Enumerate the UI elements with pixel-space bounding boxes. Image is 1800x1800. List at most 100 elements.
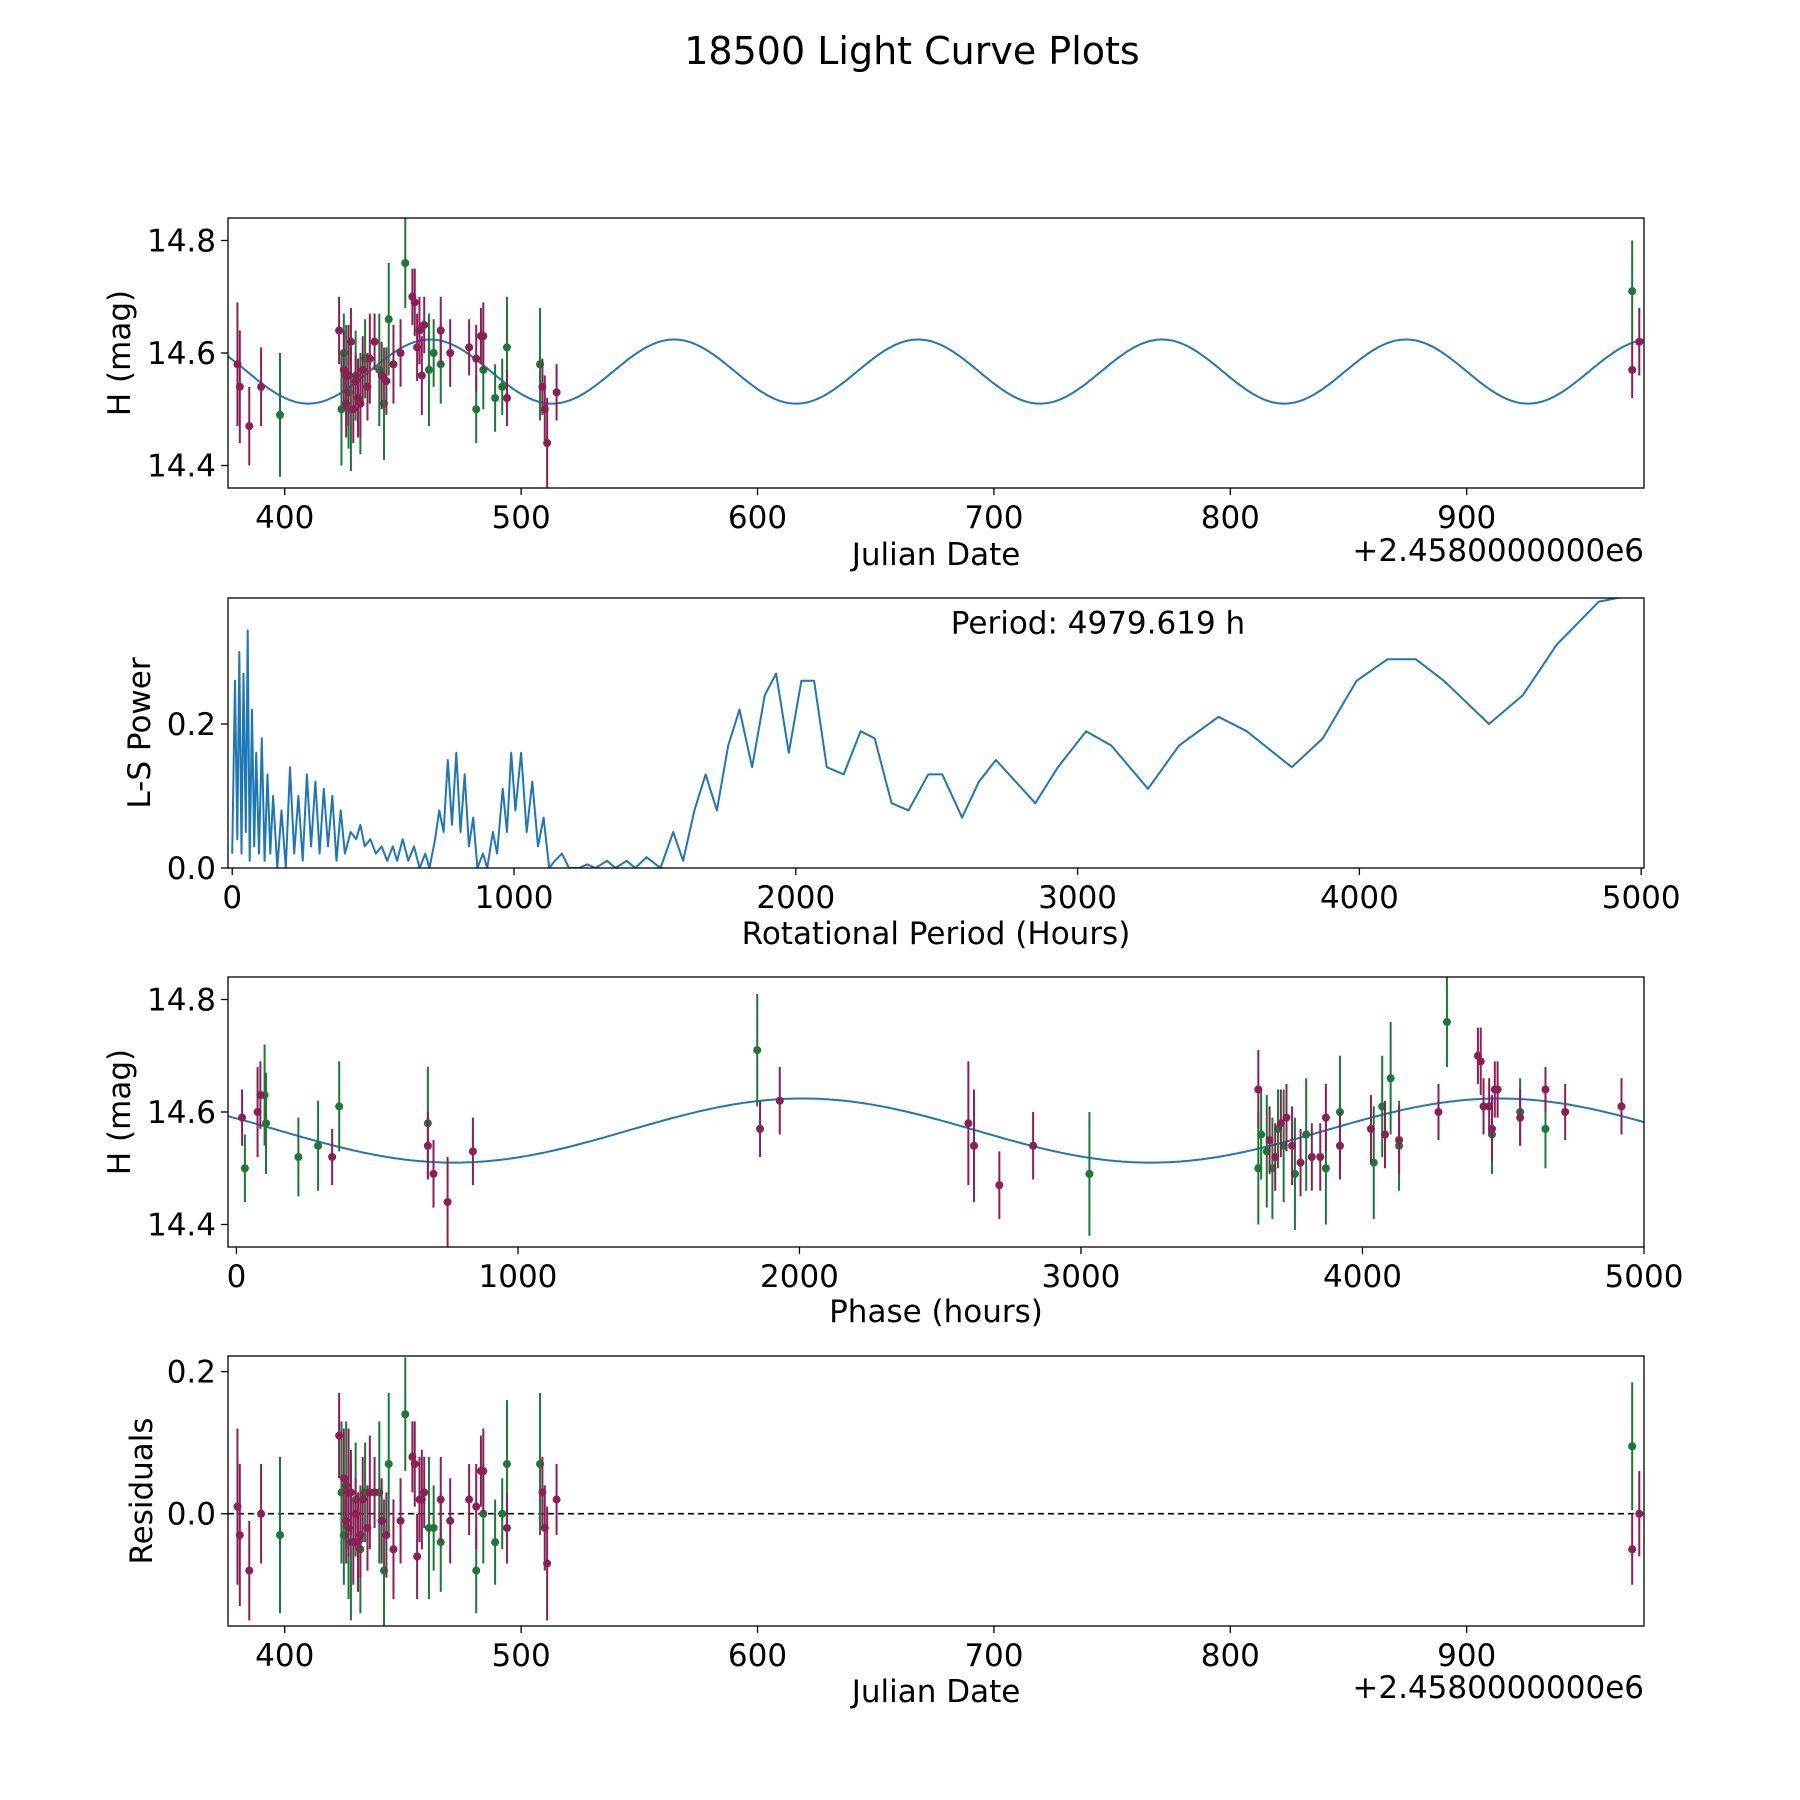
residuals-data-point xyxy=(429,1523,438,1532)
residuals-data-point xyxy=(420,1488,429,1497)
residuals-ticks: 400 500 600 700 800 900 0.0 0.2 xyxy=(167,1355,1497,1674)
lightcurve-ytick-label: 14.4 xyxy=(147,449,216,485)
figure-title: 18500 Light Curve Plots xyxy=(684,29,1139,73)
phased-data-point xyxy=(443,1198,452,1206)
residuals-xtick-label: 400 xyxy=(255,1638,314,1674)
residuals-axes-frame xyxy=(227,1355,1645,1627)
residuals-offset-label: +2.4580000000e6 xyxy=(1352,1670,1644,1706)
lightcurve-ytick-label: 14.6 xyxy=(147,336,216,372)
phased-data-point xyxy=(328,1153,337,1161)
lightcurve-ticks: 400 500 600 700 800 900 14.4 14.6 14.8 xyxy=(147,224,1496,537)
residuals-data-point xyxy=(479,1467,488,1476)
residuals-data-point xyxy=(245,1566,254,1575)
lightcurve-data-point xyxy=(479,332,488,341)
lightcurve-data-point xyxy=(465,343,474,352)
phased-data-point xyxy=(775,1096,784,1105)
periodogram-xtick-label: 0 xyxy=(222,880,242,916)
ls-power-line xyxy=(231,598,1623,868)
lightcurve-data-point xyxy=(491,394,500,402)
phased-data-point xyxy=(753,1046,762,1055)
lightcurve-data-point xyxy=(384,315,393,324)
phased-data-point xyxy=(429,1169,438,1178)
periodogram-ticks: 0 1000 2000 3000 4000 5000 0.0 0.2 xyxy=(167,707,1681,916)
periodogram-plot-area xyxy=(231,598,1623,868)
lightcurve-data-point xyxy=(429,349,438,357)
residuals-data-point xyxy=(436,1495,445,1504)
phased-xtick-label: 0 xyxy=(227,1259,247,1295)
lightcurve-data-point xyxy=(415,326,424,335)
residuals-data-point xyxy=(502,1460,511,1468)
period-annotation: Period: 4979.619 h xyxy=(951,606,1245,642)
phased-data-point xyxy=(1296,1158,1305,1167)
residuals-data-point xyxy=(413,1552,422,1561)
residuals-data-point xyxy=(382,1531,391,1540)
lightcurve-data-point xyxy=(257,382,266,391)
lightcurve-data-point xyxy=(235,382,244,391)
lightcurve-xtick-label: 700 xyxy=(964,500,1023,536)
phased-data-point xyxy=(1307,1153,1316,1161)
lightcurve-data-point xyxy=(472,354,481,363)
phased-ylabel: H (mag) xyxy=(102,1049,138,1175)
phased-data-point xyxy=(238,1113,247,1122)
phased-data-point xyxy=(1288,1141,1297,1150)
phased-data-point xyxy=(1029,1141,1038,1150)
phased-xtick-label: 4000 xyxy=(1323,1259,1402,1295)
residuals-data-point xyxy=(389,1545,398,1554)
residuals-data-point xyxy=(235,1531,244,1540)
phased-data-point xyxy=(1479,1102,1488,1111)
lightcurve-data-point xyxy=(410,298,419,307)
residuals-xtick-label: 500 xyxy=(492,1638,551,1674)
lightcurve-data-point xyxy=(365,354,374,363)
periodogram-xtick-label: 2000 xyxy=(756,880,835,916)
phased-ytick-label: 14.4 xyxy=(147,1208,216,1244)
phased-data-point xyxy=(1316,1153,1325,1161)
residuals-data-point xyxy=(446,1516,455,1525)
phased-data-point xyxy=(1381,1130,1390,1139)
phased-data-point xyxy=(1282,1113,1291,1122)
panel-phased: 0 1000 2000 3000 4000 5000 14.4 14.6 14.8 Phase … xyxy=(102,976,1683,1330)
periodogram-xtick-label: 1000 xyxy=(475,880,554,916)
phased-data-point xyxy=(964,1119,973,1128)
residuals-data-point xyxy=(276,1531,285,1540)
periodogram-xlabel: Rotational Period (Hours) xyxy=(742,916,1131,952)
phased-xtick-label: 1000 xyxy=(479,1259,558,1295)
phased-data-point xyxy=(1442,1018,1451,1026)
lightcurve-data-point xyxy=(346,337,355,346)
phased-data-point xyxy=(335,1102,344,1111)
lightcurve-data-point xyxy=(552,388,561,397)
residuals-data-point xyxy=(370,1488,379,1497)
lightcurve-data-point xyxy=(377,371,386,380)
lightcurve-data-point xyxy=(396,349,405,357)
residuals-data-point xyxy=(358,1495,367,1504)
periodogram-xtick-label: 5000 xyxy=(1602,880,1681,916)
lightcurve-data-point xyxy=(401,259,410,267)
residuals-data-point xyxy=(377,1516,386,1525)
phased-data-point xyxy=(1366,1124,1375,1133)
phased-data-point xyxy=(1271,1153,1280,1161)
residuals-xtick-label: 900 xyxy=(1437,1638,1496,1674)
residuals-ylabel: Residuals xyxy=(124,1417,160,1564)
lightcurve-data-point xyxy=(1628,287,1637,296)
phased-xtick-label: 2000 xyxy=(760,1259,839,1295)
periodogram-xtick-label: 3000 xyxy=(1038,880,1117,916)
phased-ytick-label: 14.8 xyxy=(147,983,216,1019)
residuals-data-point xyxy=(401,1410,410,1419)
periodogram-ytick-label: 0.0 xyxy=(167,851,216,887)
residuals-data-point xyxy=(472,1502,481,1511)
panel-lightcurve: 400 500 600 700 800 900 14.4 14.6 14.8 Julian Da… xyxy=(102,217,1645,573)
residuals-data-point xyxy=(1628,1442,1637,1451)
lightcurve-data-point xyxy=(382,377,391,386)
phased-ticks: 0 1000 2000 3000 4000 5000 14.4 14.6 14.8 xyxy=(147,983,1683,1296)
lightcurve-data-point xyxy=(436,326,445,335)
lightcurve-data-point xyxy=(358,365,367,374)
lightcurve-model-curve xyxy=(228,338,1644,405)
residuals-data-point xyxy=(498,1509,507,1518)
residuals-data-point xyxy=(257,1509,266,1518)
lightcurve-data-point xyxy=(417,371,426,380)
residuals-data-point xyxy=(543,1559,552,1568)
periodogram-ytick-label: 0.2 xyxy=(167,707,216,743)
phased-plot-area xyxy=(228,977,1644,1247)
lightcurve-xlabel: Julian Date xyxy=(850,537,1021,573)
lightcurve-data-point xyxy=(502,343,511,352)
